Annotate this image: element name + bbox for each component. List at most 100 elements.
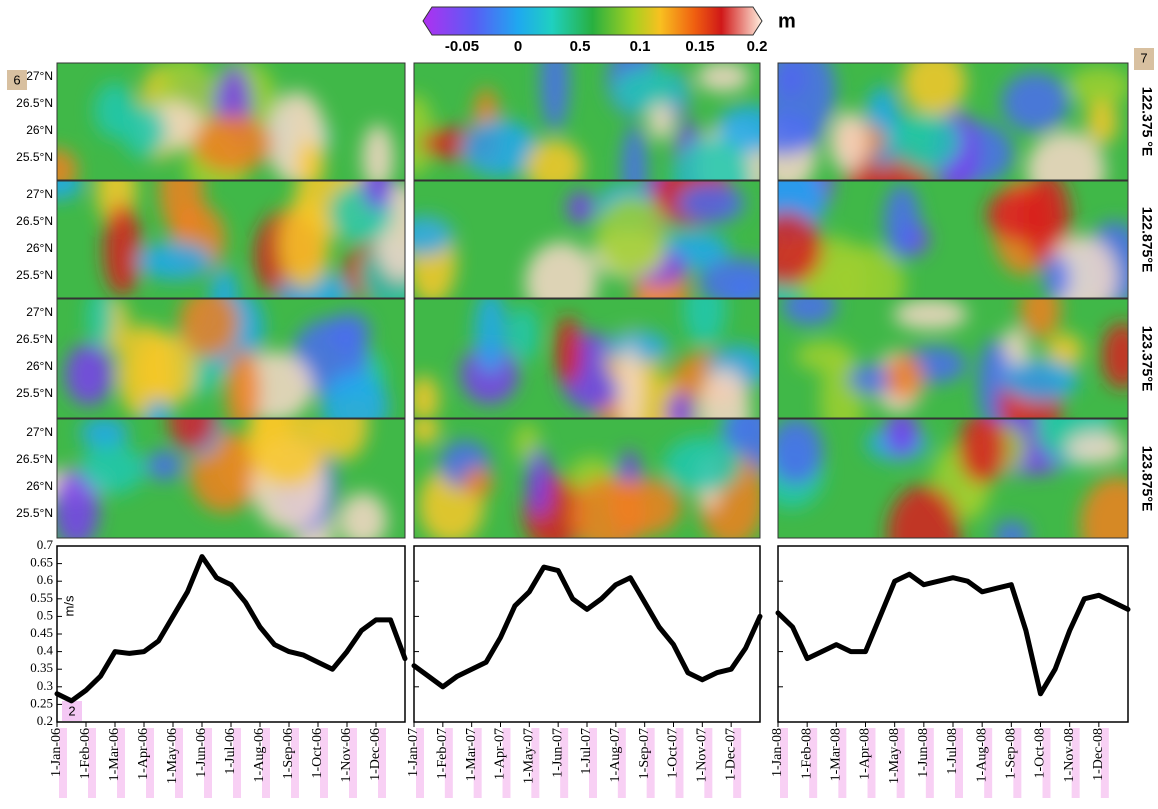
heatmap-blob (677, 182, 745, 224)
x-label-highlight (262, 728, 270, 798)
heatmap-panel (57, 299, 405, 418)
heatmap-blob (781, 299, 837, 326)
heatmap-blob (1019, 299, 1061, 339)
latitude-label: 27°N (26, 425, 53, 439)
x-tick-label: 1-Nov-08 (1062, 728, 1077, 782)
heatmap-blob (795, 340, 851, 372)
heatmap-blob (663, 436, 742, 494)
x-label-highlight (675, 728, 684, 798)
x-tick-label: 1-Mar-07 (464, 728, 479, 781)
x-label-highlight (1100, 728, 1109, 798)
heatmap-blob (893, 299, 968, 331)
x-tick-label: 1-Sep-08 (1004, 728, 1019, 779)
x-label-highlight (444, 728, 453, 798)
heatmap-field (414, 63, 760, 180)
heatmap-blob (361, 181, 394, 211)
heatmap-blob (778, 419, 824, 485)
heatmap-blob (103, 203, 142, 297)
x-label-highlight (704, 728, 713, 798)
heatmap-blob (137, 333, 197, 408)
heatmap-blob (526, 448, 552, 518)
x-tick-label: 1-Jan-06 (49, 728, 64, 777)
heatmap-blob (1026, 131, 1106, 180)
x-tick-label: 1-Jul-07 (579, 728, 594, 775)
latitude-label: 25.5°N (16, 150, 53, 164)
heatmap-blob (279, 198, 330, 290)
heatmap-blob (890, 112, 962, 171)
heatmap-blob (146, 450, 183, 481)
x-label-highlight (1071, 728, 1080, 798)
x-tick-label: 1-Jan-07 (406, 728, 421, 777)
heatmap-blob (778, 211, 823, 286)
x-tick-label: 1-Mar-08 (829, 728, 844, 781)
heatmap-blob (1101, 322, 1128, 390)
heatmap-blob (1068, 66, 1128, 107)
panel-label: 7 (1140, 50, 1147, 65)
heatmap-blob (178, 299, 240, 358)
heatmap-panel (414, 299, 760, 418)
y-tick-label: 0.5 (37, 607, 53, 622)
x-label-highlight (646, 728, 655, 798)
x-label-highlight (175, 728, 183, 798)
heatmap-blob (297, 141, 325, 180)
x-tick-label: 1-Jun-08 (916, 728, 931, 778)
y-tick-label: 0.45 (30, 625, 53, 640)
panel-label-box (7, 70, 27, 90)
x-label-highlight (88, 728, 96, 798)
x-label-highlight (233, 728, 241, 798)
heatmap-field (778, 181, 1128, 298)
heatmap-field (57, 419, 388, 538)
x-label-highlight (502, 728, 511, 798)
x-label-highlight (780, 728, 788, 798)
plot-frame (56, 545, 406, 723)
heatmap-blob (883, 183, 920, 259)
heatmap-field (414, 299, 760, 418)
heatmap-blob (525, 241, 597, 298)
heatmap-frame (777, 418, 1129, 539)
heatmap-blob (1080, 476, 1128, 538)
heatmap-blob (1046, 333, 1083, 369)
colorbar (422, 6, 763, 36)
heatmap-blob (570, 476, 647, 538)
x-label-highlight (531, 728, 540, 798)
x-tick-label: 1-Dec-08 (1091, 728, 1106, 781)
x-tick-label: 1-Feb-07 (435, 728, 450, 779)
x-tick-label: 1-Sep-06 (281, 728, 296, 779)
heatmap-blob (698, 258, 760, 298)
latitude-label: 25.5°N (16, 386, 53, 400)
x-tick-label: 1-May-06 (165, 728, 180, 784)
x-tick-label: 1-Jul-06 (223, 728, 238, 775)
heatmap-blob (1043, 254, 1070, 298)
speed-line (54, 554, 408, 704)
x-label-highlight (867, 728, 876, 798)
heatmap-blob (613, 67, 691, 115)
x-tick-label: 1-Nov-07 (695, 728, 710, 782)
x-label-highlight (473, 728, 482, 798)
heatmap-panel (414, 419, 760, 538)
heatmap-frame (56, 418, 406, 539)
heatmap-panel (57, 419, 405, 538)
heatmap-blob (665, 391, 695, 418)
latitude-label: 25.5°N (16, 506, 53, 520)
heatmap-field (778, 419, 1128, 538)
heatmap-panel (778, 63, 1128, 180)
heatmap-frame (777, 298, 1129, 419)
heatmap-blob (362, 124, 394, 180)
heatmap-blob (698, 367, 751, 418)
heatmap-panel (414, 63, 760, 180)
x-label-highlight (1042, 728, 1051, 798)
heatmap-blob (887, 485, 961, 538)
heatmap-blob (460, 343, 519, 405)
heatmap-blob (958, 419, 1006, 485)
heatmap-blob (57, 148, 78, 180)
heatmap-frame (413, 62, 761, 181)
latitude-label: 26.5°N (16, 214, 53, 228)
y-tick-label: 0.6 (37, 572, 54, 587)
x-label-highlight (925, 728, 934, 798)
heatmap-blob (1001, 72, 1069, 132)
x-tick-label: 1-Apr-07 (493, 728, 508, 780)
x-tick-label: 1-Sep-07 (637, 728, 652, 779)
heatmap-blob (696, 63, 751, 92)
heatmap-blob (64, 343, 113, 406)
heatmap-blob (136, 241, 213, 280)
